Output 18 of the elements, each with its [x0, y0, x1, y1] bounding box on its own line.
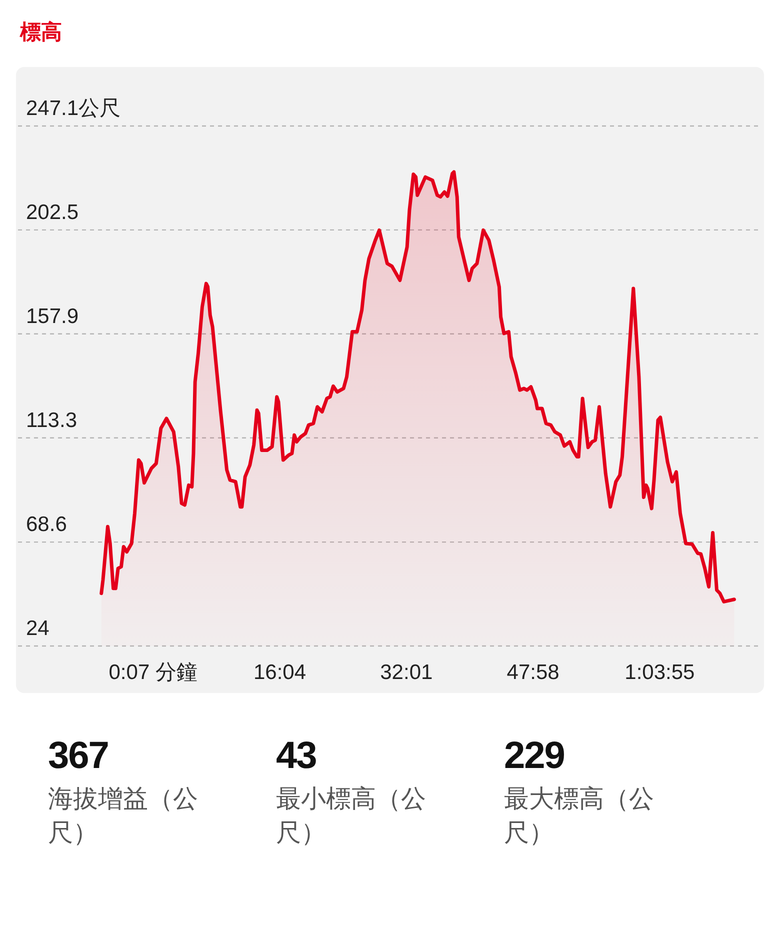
text: 43 [276, 735, 318, 778]
x-tick-label: 1:03:55 [624, 661, 695, 684]
y-tick-label: 68.6 [26, 513, 67, 536]
y-tick-label: 24 [26, 617, 50, 640]
text: 海拔增益（公尺） [48, 784, 199, 849]
y-tick-label: 247.1公尺 [26, 97, 121, 120]
x-tick-label: 47:58 [506, 661, 560, 684]
text: 最小標高（公尺） [276, 784, 427, 849]
x-tick-label: 16:04 [253, 661, 306, 684]
y-tick-label: 113.3 [26, 408, 77, 432]
text: 最大標高（公尺） [504, 784, 655, 849]
text: 367 [48, 735, 110, 778]
x-tick-label: 32:01 [380, 661, 433, 684]
y-tick-label: 202.5 [26, 200, 79, 224]
chart-title: 標高 [19, 20, 62, 44]
text: 229 [504, 735, 566, 778]
x-tick-label: 0:07 分鐘 [108, 661, 198, 684]
y-tick-label: 157.9 [26, 304, 79, 328]
